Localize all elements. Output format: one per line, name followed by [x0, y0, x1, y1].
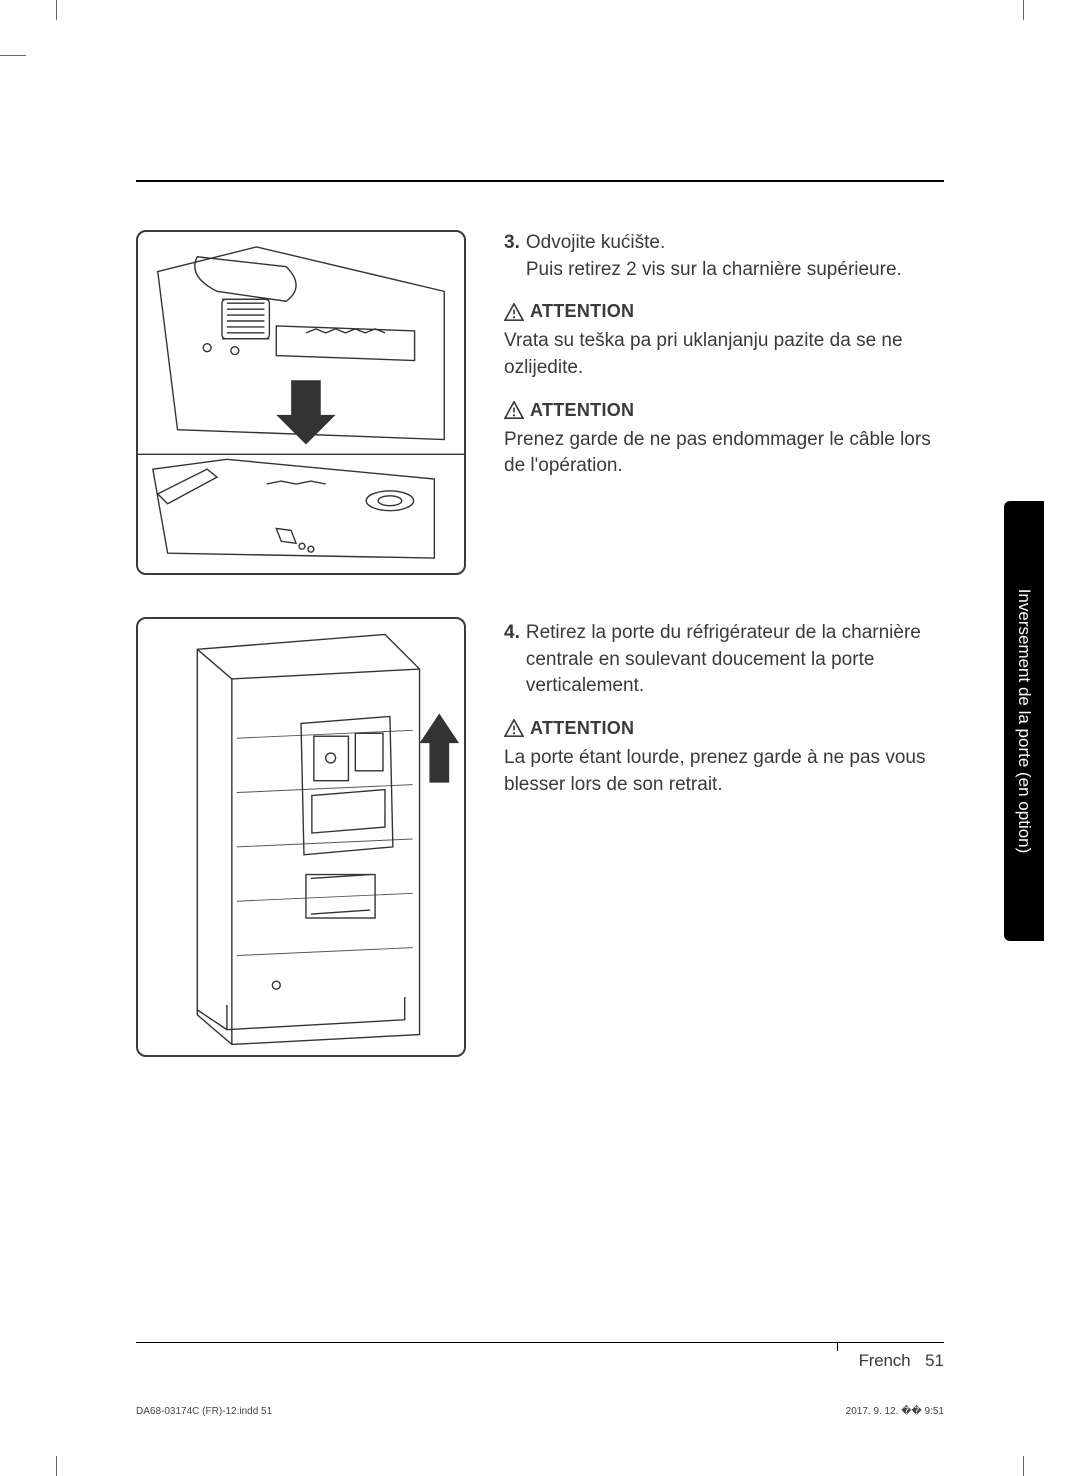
section-side-tab: Inversement de la porte (en option) [1004, 501, 1044, 941]
step-3-text: Odvojite kućište. Puis retirez 2 vis sur… [526, 230, 944, 283]
side-tab-label: Inversement de la porte (en option) [1014, 589, 1034, 854]
attention-3-text: La porte étant lourde, prenez garde à ne… [504, 745, 944, 798]
page-number: 51 [925, 1351, 944, 1370]
page-container: 3. Odvojite kućište. Puis retirez 2 vis … [56, 55, 1024, 1421]
attention-3-header: ATTENTION [504, 716, 944, 741]
footer-rule-tick [837, 1343, 839, 1351]
step-4-text: Retirez la porte du réfrigérateur de la … [526, 620, 944, 700]
right-column: 3. Odvojite kućište. Puis retirez 2 vis … [504, 230, 944, 1057]
attention-3-label: ATTENTION [530, 716, 634, 741]
footer-rule [136, 1342, 944, 1344]
warning-icon [504, 303, 524, 321]
attention-2-label: ATTENTION [530, 398, 634, 423]
attention-2-text: Prenez garde de ne pas endommager le câb… [504, 427, 944, 480]
step-3-number: 3. [504, 230, 520, 257]
warning-icon [504, 401, 524, 419]
warning-icon [504, 719, 524, 737]
attention-1-header: ATTENTION [504, 299, 944, 324]
top-rule [136, 180, 944, 182]
figure-hinge-removal [136, 230, 466, 575]
attention-1-text: Vrata su teška pa pri uklanjanju pazite … [504, 328, 944, 381]
attention-1-label: ATTENTION [530, 299, 634, 324]
attention-2-header: ATTENTION [504, 398, 944, 423]
page-language: French [859, 1351, 911, 1370]
step-4: 4. Retirez la porte du réfrigérateur de … [504, 620, 944, 700]
print-footer-left: DA68-03174C (FR)-12.indd 51 [136, 1406, 272, 1417]
step-4-number: 4. [504, 620, 520, 647]
page-label: French 51 [859, 1351, 944, 1371]
figure-door-lift [136, 617, 466, 1057]
left-column [136, 230, 466, 1057]
print-footer-right: 2017. 9. 12. �� 9:51 [846, 1406, 944, 1417]
step-3: 3. Odvojite kućište. Puis retirez 2 vis … [504, 230, 944, 283]
